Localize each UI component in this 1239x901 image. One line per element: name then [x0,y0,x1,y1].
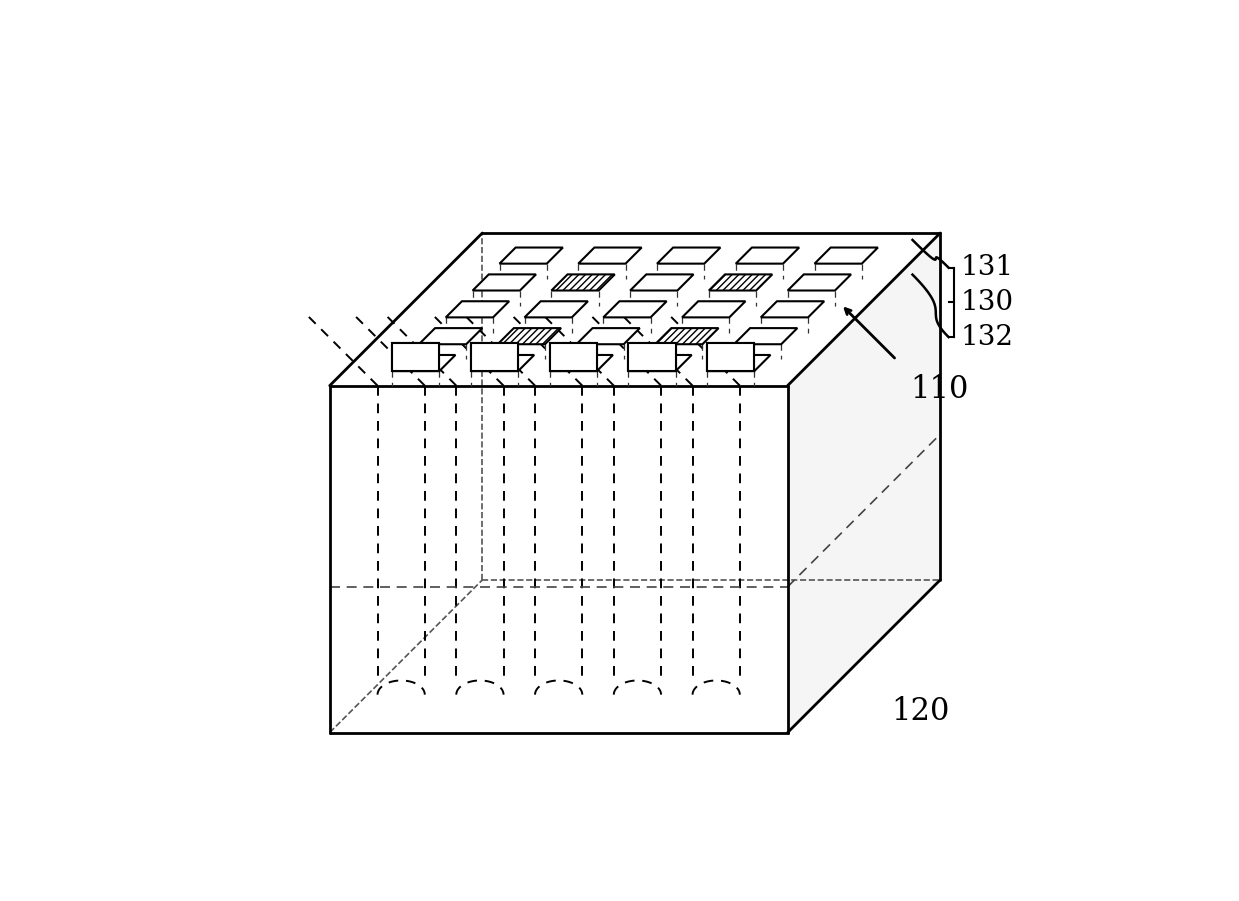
Polygon shape [628,343,675,371]
Text: 120: 120 [892,696,950,727]
Polygon shape [628,355,691,371]
Polygon shape [471,355,534,371]
Polygon shape [524,301,589,317]
Polygon shape [472,275,536,290]
Polygon shape [550,343,597,371]
Polygon shape [681,301,746,317]
Polygon shape [814,248,878,264]
Polygon shape [446,301,509,317]
Polygon shape [576,328,639,344]
Polygon shape [419,328,482,344]
Polygon shape [603,301,667,317]
Polygon shape [733,328,798,344]
Text: 130: 130 [961,289,1015,316]
Polygon shape [707,355,771,371]
Polygon shape [392,355,456,371]
Polygon shape [788,275,851,290]
Polygon shape [628,343,675,371]
Polygon shape [471,343,518,371]
Polygon shape [707,343,755,371]
Polygon shape [471,343,518,371]
Polygon shape [579,248,642,264]
Polygon shape [550,355,613,371]
Polygon shape [392,343,440,371]
Polygon shape [761,301,824,317]
Polygon shape [707,343,755,371]
Text: 110: 110 [911,374,969,405]
Polygon shape [330,233,940,386]
Polygon shape [551,275,615,290]
Polygon shape [736,248,799,264]
Text: 131: 131 [961,254,1015,281]
Polygon shape [392,343,440,371]
Polygon shape [498,328,561,344]
Polygon shape [657,248,720,264]
Text: 132: 132 [961,323,1014,350]
Polygon shape [499,248,563,264]
Polygon shape [709,275,772,290]
Polygon shape [631,275,694,290]
Polygon shape [655,328,719,344]
Polygon shape [788,233,940,733]
Polygon shape [330,386,788,733]
Polygon shape [550,343,597,371]
